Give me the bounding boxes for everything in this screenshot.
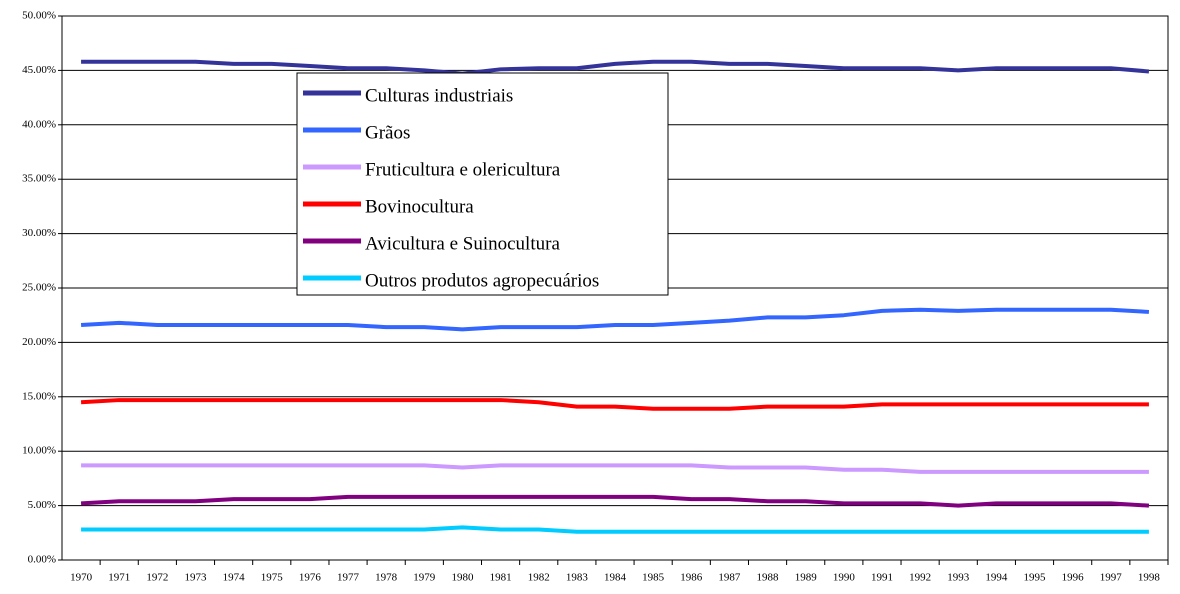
x-tick-label: 1979 — [413, 572, 436, 584]
x-tick-label: 1992 — [909, 572, 931, 584]
y-tick-label: 50.00% — [22, 10, 56, 22]
x-tick-label: 1994 — [985, 572, 1008, 584]
x-tick-label: 1975 — [261, 572, 284, 584]
y-tick-label: 10.00% — [22, 445, 56, 457]
legend-box — [296, 72, 669, 296]
x-tick-label: 1993 — [947, 572, 970, 584]
x-tick-label: 1977 — [337, 572, 360, 584]
y-tick-label: 0.00% — [28, 554, 56, 566]
legend-label: Avicultura e Suinocultura — [365, 233, 560, 254]
x-tick-label: 1974 — [223, 572, 246, 584]
y-tick-label: 40.00% — [22, 118, 56, 130]
legend-label: Grãos — [365, 122, 410, 143]
x-tick-label: 1988 — [757, 572, 780, 584]
legend-label: Bovinocultura — [365, 196, 474, 217]
legend-label: Outros produtos agropecuários — [365, 270, 599, 291]
series-line — [81, 525, 1149, 534]
y-tick-label: 45.00% — [22, 64, 56, 76]
y-tick-label: 20.00% — [22, 336, 56, 348]
x-tick-label: 1981 — [490, 572, 512, 584]
x-tick-label: 1995 — [1024, 572, 1047, 584]
x-tick-label: 1972 — [146, 572, 168, 584]
y-tick-label: 5.00% — [28, 499, 56, 511]
x-tick-label: 1980 — [451, 572, 474, 584]
series-line — [81, 59, 1150, 76]
x-tick-label: 1997 — [1100, 572, 1123, 584]
y-tick-label: 30.00% — [22, 227, 56, 239]
series-line — [80, 307, 1150, 332]
x-tick-label: 1970 — [70, 572, 93, 584]
x-tick-label: 1984 — [604, 572, 627, 584]
x-tick-label: 1976 — [299, 572, 322, 584]
series-line — [81, 463, 1149, 474]
x-tick-label: 1978 — [375, 572, 398, 584]
legend-label: Culturas industriais — [365, 85, 513, 106]
x-tick-label: 1986 — [680, 572, 703, 584]
x-tick-label: 1996 — [1062, 572, 1085, 584]
x-tick-label: 1990 — [833, 572, 856, 584]
x-tick-label: 1989 — [795, 572, 818, 584]
x-tick-label: 1998 — [1138, 572, 1161, 584]
x-tick-label: 1971 — [108, 572, 130, 584]
y-tick-label: 15.00% — [22, 390, 56, 402]
series-line — [80, 398, 1149, 411]
legend: Culturas industriais Grãos Fruticultura e … — [296, 72, 669, 296]
y-tick-label: 25.00% — [22, 282, 56, 294]
x-tick-label: 1982 — [528, 572, 550, 584]
x-tick-label: 1991 — [871, 572, 893, 584]
x-tick-label: 1973 — [184, 572, 207, 584]
legend-label: Fruticultura e olericultura — [365, 159, 561, 180]
plot-border — [61, 15, 1169, 561]
y-tick-label: 35.00% — [22, 173, 56, 185]
x-tick-label: 1987 — [718, 572, 741, 584]
series-line — [80, 494, 1150, 508]
x-tick-label: 1983 — [566, 572, 589, 584]
x-tick-label: 1985 — [642, 572, 665, 584]
